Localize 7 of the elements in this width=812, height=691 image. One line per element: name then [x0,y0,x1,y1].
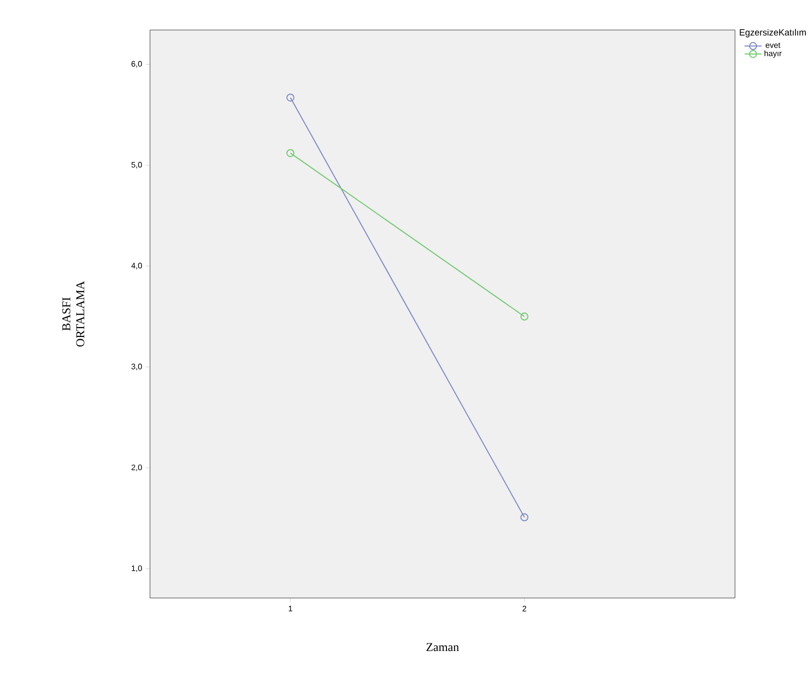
y-axis-title: BASFI ORTALAMA [62,281,84,347]
point [520,513,528,522]
legend-title: EgzersizeKatılım [740,28,806,38]
point [520,312,528,321]
point [286,94,294,102]
x-axis-title: Zaman [426,643,459,652]
point [286,149,294,158]
